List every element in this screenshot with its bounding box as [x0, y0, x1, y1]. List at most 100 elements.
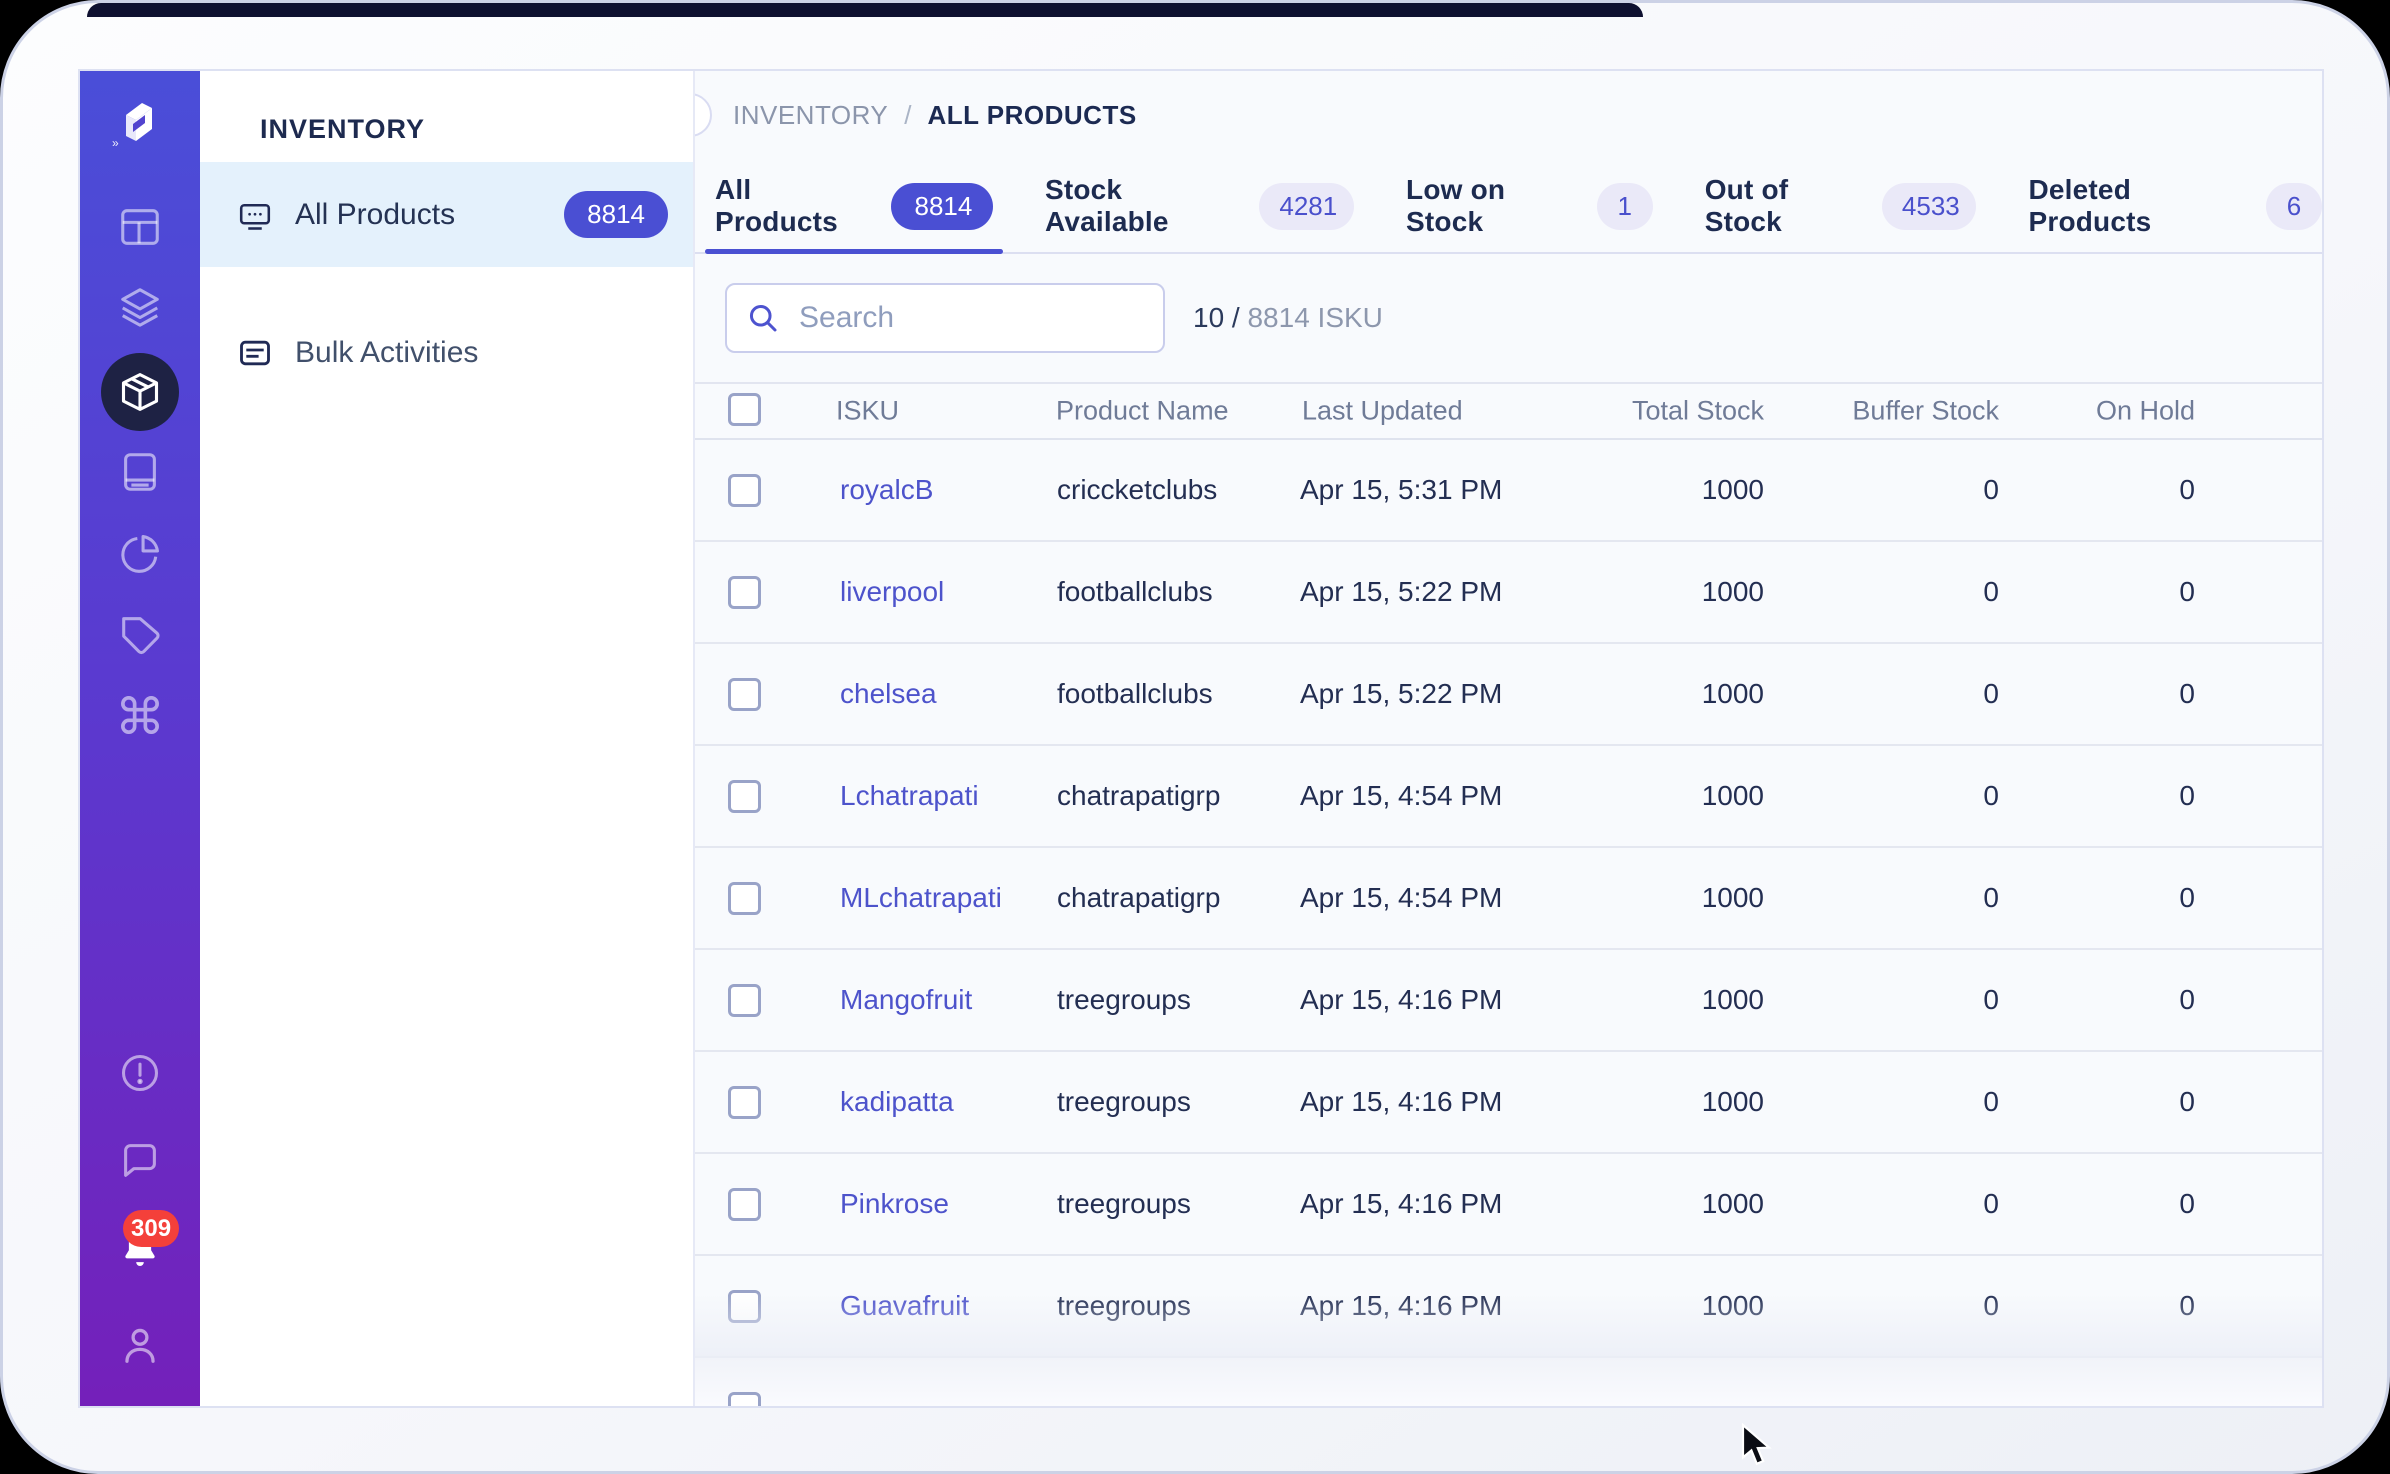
tab-stock-available[interactable]: Stock Available 4281	[1045, 160, 1355, 252]
search-input[interactable]	[797, 300, 1145, 336]
all-products-icon	[237, 197, 273, 233]
select-all-checkbox[interactable]	[728, 393, 761, 426]
cell-total-stock: 1000	[1701, 1188, 1764, 1219]
row-checkbox[interactable]	[728, 1392, 761, 1406]
dashboard-icon[interactable]	[80, 187, 200, 267]
table-row[interactable]: kadipatta treegroups Apr 15, 4:16 PM 100…	[695, 1052, 2322, 1154]
cell-buffer-stock: 0	[1983, 882, 1999, 913]
row-checkbox[interactable]	[728, 1188, 761, 1221]
cell-total-stock: 1000	[1701, 576, 1764, 607]
cell-buffer-stock: 0	[1983, 984, 1999, 1015]
cell-last-updated: Apr 15, 4:16 PM	[1300, 1290, 1503, 1321]
cell-last-updated: Apr 15, 4:16 PM	[1300, 984, 1503, 1015]
cell-product-name: treegroups	[1057, 1086, 1191, 1117]
cell-buffer-stock: 0	[1983, 1290, 1999, 1321]
row-checkbox[interactable]	[728, 882, 761, 915]
reports-pie-icon[interactable]	[80, 514, 200, 594]
row-checkbox[interactable]	[728, 576, 761, 609]
account-icon[interactable]	[80, 1305, 200, 1385]
packages-icon-active[interactable]	[80, 352, 200, 432]
cell-isku-link[interactable]: Pinkrose	[840, 1188, 949, 1219]
cell-last-updated: Apr 15, 5:22 PM	[1300, 576, 1503, 607]
tag-icon[interactable]	[80, 595, 200, 675]
search-box[interactable]	[725, 283, 1165, 353]
table-body: royalcB criccketclubs Apr 15, 5:31 PM 10…	[695, 440, 2322, 1358]
row-checkbox[interactable]	[728, 984, 761, 1017]
row-checkbox[interactable]	[728, 474, 761, 507]
sidebar-item-label: All Products	[295, 197, 456, 231]
mouse-cursor	[1739, 1422, 1779, 1471]
sidebar-item-all-products[interactable]: All Products 8814	[200, 162, 693, 267]
cell-total-stock: 1000	[1701, 780, 1764, 811]
cell-isku-link[interactable]: royalcB	[840, 474, 934, 505]
column-header-last-updated[interactable]: Last Updated	[1302, 395, 1463, 426]
table-row[interactable]: Lchatrapati chatrapatigrp Apr 15, 4:54 P…	[695, 746, 2322, 848]
cell-on-hold: 0	[2179, 1290, 2195, 1321]
tab-label: Deleted Products	[2028, 174, 2152, 237]
cell-on-hold: 0	[2179, 1086, 2195, 1117]
inventory-panel: INVENTORY All Products 8814	[200, 71, 695, 1406]
cell-product-name: treegroups	[1057, 984, 1191, 1015]
cell-on-hold: 0	[2179, 780, 2195, 811]
tab-low-on-stock[interactable]: Low on Stock 1	[1406, 160, 1653, 252]
background-window-bar	[87, 3, 1643, 17]
table-row[interactable]: chelsea footballclubs Apr 15, 5:22 PM 10…	[695, 644, 2322, 746]
row-checkbox[interactable]	[728, 1290, 761, 1323]
notification-count-badge[interactable]: 309	[123, 1210, 180, 1247]
table-row[interactable]: MLchatrapati chatrapatigrp Apr 15, 4:54 …	[695, 848, 2322, 950]
row-checkbox[interactable]	[728, 780, 761, 813]
tab-count-badge: 8814	[890, 182, 993, 230]
table-row[interactable]: liverpool footballclubs Apr 15, 5:22 PM …	[695, 542, 2322, 644]
cell-isku-link[interactable]: Guavafruit	[840, 1290, 970, 1321]
icon-sidebar: »	[80, 71, 200, 1406]
layers-icon[interactable]	[80, 267, 200, 347]
cell-buffer-stock: 0	[1983, 576, 1999, 607]
chat-icon[interactable]	[80, 1120, 200, 1200]
cell-total-stock: 1000	[1701, 474, 1764, 505]
table-row[interactable]: Mangofruit treegroups Apr 15, 4:16 PM 10…	[695, 950, 2322, 1052]
sidebar-item-bulk-activities[interactable]: Bulk Activities	[200, 300, 693, 405]
alerts-icon[interactable]	[80, 1033, 200, 1113]
cell-total-stock: 1000	[1701, 1086, 1764, 1117]
catalog-icon[interactable]	[80, 432, 200, 512]
cell-isku-link[interactable]: Lchatrapati	[840, 780, 979, 811]
cell-on-hold: 0	[2179, 984, 2195, 1015]
tab-deleted-products[interactable]: Deleted Products 6	[2028, 160, 2322, 252]
row-checkbox[interactable]	[728, 678, 761, 711]
cell-buffer-stock: 0	[1983, 1188, 1999, 1219]
cell-on-hold: 0	[2179, 474, 2195, 505]
cell-product-name: footballclubs	[1057, 576, 1213, 607]
cell-product-name: treegroups	[1057, 1290, 1191, 1321]
cell-on-hold: 0	[2179, 576, 2195, 607]
shortcuts-command-icon[interactable]: ⌘	[115, 689, 165, 745]
column-header-buffer-stock[interactable]: Buffer Stock	[1852, 395, 1999, 426]
cell-on-hold: 0	[2179, 1188, 2195, 1219]
cell-isku-link[interactable]: kadipatta	[840, 1086, 954, 1117]
toolbar: 10 / 8814 ISKU	[695, 254, 2322, 384]
table-row[interactable]: royalcB criccketclubs Apr 15, 5:31 PM 10…	[695, 440, 2322, 542]
tab-count-badge: 4533	[1881, 182, 1977, 230]
breadcrumb-separator: /	[904, 100, 912, 130]
cell-last-updated: Apr 15, 4:16 PM	[1300, 1086, 1503, 1117]
cell-isku-link[interactable]: MLchatrapati	[840, 882, 1002, 913]
row-checkbox[interactable]	[728, 1086, 761, 1119]
breadcrumb: INVENTORY / ALL PRODUCTS	[733, 71, 1137, 160]
cell-total-stock: 1000	[1701, 1290, 1764, 1321]
cell-on-hold: 0	[2179, 678, 2195, 709]
column-header-on-hold[interactable]: On Hold	[2095, 395, 2195, 426]
column-header-total-stock[interactable]: Total Stock	[1631, 395, 1764, 426]
table-row[interactable]: Pinkrose treegroups Apr 15, 4:16 PM 1000…	[695, 1154, 2322, 1256]
cell-on-hold: 0	[2179, 882, 2195, 913]
cell-isku-link[interactable]: liverpool	[840, 576, 945, 607]
cell-isku-link[interactable]: Mangofruit	[840, 984, 973, 1015]
tab-count-badge: 1	[1596, 182, 1653, 230]
breadcrumb-parent[interactable]: INVENTORY	[733, 100, 889, 130]
tab-label: All Products	[715, 174, 838, 237]
tab-out-of-stock[interactable]: Out of Stock 4533	[1705, 160, 1977, 252]
active-nav-circle	[101, 353, 179, 431]
tab-all-products[interactable]: All Products 8814	[705, 160, 1003, 254]
table-row[interactable]: Guavafruit treegroups Apr 15, 4:16 PM 10…	[695, 1256, 2322, 1358]
column-header-product-name[interactable]: Product Name	[1056, 395, 1229, 426]
cell-isku-link[interactable]: chelsea	[840, 678, 937, 709]
column-header-isku[interactable]: ISKU	[836, 395, 900, 426]
